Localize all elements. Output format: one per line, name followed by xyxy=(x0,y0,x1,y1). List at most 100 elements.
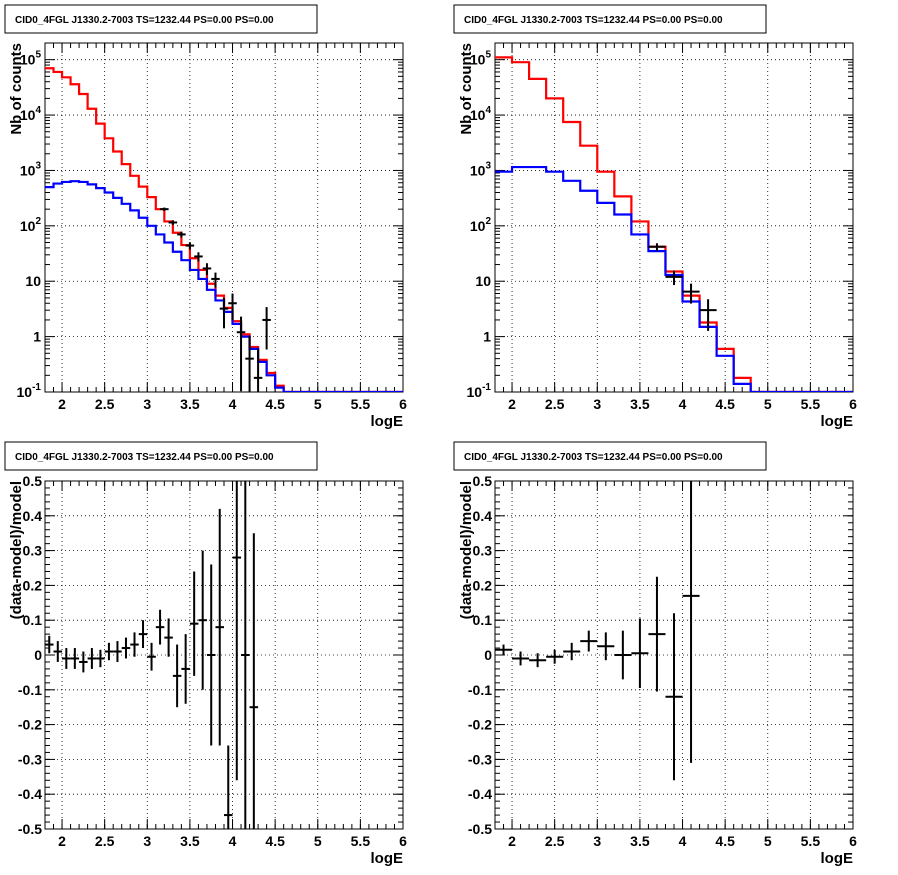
plot-frame xyxy=(494,42,854,393)
x-axis-label: logE xyxy=(371,413,404,430)
title-box xyxy=(4,441,318,471)
chart-panel-top-left: 2 2.5 3 3.5 4 4.5 5 5.5 6 10-1 1 10 102 103 104 105 CID0… xyxy=(4,4,407,430)
x-tick-label: 3 xyxy=(593,833,601,849)
chart-title: CID0_4FGL J1330.2-7003 TS=1232.44 PS=0.0… xyxy=(464,15,723,26)
chart-panel-top-right: 2 2.5 3 3.5 4 4.5 5 5.5 6 10-1 1 10 102 103 104 105 CID0… xyxy=(453,4,857,430)
y-tick-label: 0.3 xyxy=(473,543,493,559)
chart-panel-bottom-left: 2 2.5 3 3.5 4 4.5 5 5.5 6 -0.5 -0.4 -0.3 -0.2 -0.1 0 0.… xyxy=(4,441,407,867)
y-tick-label: 10 xyxy=(475,273,491,289)
y-tick-label: 10-1 xyxy=(467,382,492,400)
x-tick-label: 3.5 xyxy=(180,833,200,849)
x-tick-label: 2.5 xyxy=(545,396,565,412)
x-axis-label: logE xyxy=(821,850,854,867)
plot-area xyxy=(45,481,259,829)
x-tick-label: 6 xyxy=(399,833,407,849)
x-tick-label: 4 xyxy=(679,833,687,849)
y-tick-label: -0.2 xyxy=(468,717,492,733)
x-axis-label: logE xyxy=(821,413,854,430)
x-tick-label: 6 xyxy=(849,396,857,412)
x-tick-label: 6 xyxy=(399,396,407,412)
y-tick-label: -0.2 xyxy=(18,717,42,733)
plot-frame xyxy=(44,42,404,393)
y-tick-label: 0.3 xyxy=(23,543,43,559)
x-tick-label: 5.5 xyxy=(801,833,821,849)
y-tick-label: 1 xyxy=(33,329,41,345)
chart-title: CID0_4FGL J1330.2-7003 TS=1232.44 PS=0.0… xyxy=(464,452,723,463)
x-tick-label: 2.5 xyxy=(545,833,565,849)
title-box xyxy=(453,4,767,34)
y-tick-label: 0 xyxy=(34,647,42,663)
y-tick-label: -0.3 xyxy=(18,751,42,767)
x-tick-label: 2 xyxy=(508,833,516,849)
y-tick-label: 104 xyxy=(470,105,492,123)
x-tick-label: 3 xyxy=(593,396,601,412)
plot-area xyxy=(495,56,853,392)
y-tick-label: 0.5 xyxy=(23,473,43,489)
title-box xyxy=(4,4,318,34)
y-tick-label: 102 xyxy=(20,216,42,234)
y-tick-label: 0.4 xyxy=(23,508,43,524)
x-tick-label: 4 xyxy=(229,833,237,849)
y-axis-label: Nb of counts xyxy=(458,43,475,135)
chart-title: CID0_4FGL J1330.2-7003 TS=1232.44 PS=0.0… xyxy=(15,452,274,463)
x-tick-label: 3 xyxy=(143,396,151,412)
x-tick-label: 4.5 xyxy=(715,396,735,412)
y-tick-label: 0 xyxy=(484,647,492,663)
x-tick-label: 5 xyxy=(314,396,322,412)
x-tick-label: 3 xyxy=(143,833,151,849)
plot-frame xyxy=(44,480,404,830)
y-tick-label: 105 xyxy=(20,50,42,68)
y-tick-label: 105 xyxy=(470,50,492,68)
x-tick-label: 4 xyxy=(679,396,687,412)
y-tick-label: 103 xyxy=(20,160,42,178)
x-tick-label: 2 xyxy=(58,396,66,412)
y-tick-label: 0.2 xyxy=(23,577,43,593)
chart-panel-bottom-right: 2 2.5 3 3.5 4 4.5 5 5.5 6 -0.5 -0.4 -0.3 -0.2 -0.1 0 0.… xyxy=(453,441,857,867)
x-tick-label: 5.5 xyxy=(351,833,371,849)
chart-title: CID0_4FGL J1330.2-7003 TS=1232.44 PS=0.0… xyxy=(15,15,274,26)
y-tick-label: -0.5 xyxy=(18,821,42,837)
x-axis-label: logE xyxy=(371,850,404,867)
x-tick-label: 3.5 xyxy=(630,396,650,412)
y-axis-label: Nb of counts xyxy=(8,43,25,135)
y-tick-label: -0.4 xyxy=(468,786,492,802)
y-tick-label: 0.1 xyxy=(23,612,43,628)
x-tick-label: 5 xyxy=(764,396,772,412)
x-tick-label: 6 xyxy=(849,833,857,849)
x-tick-label: 5 xyxy=(314,833,322,849)
x-tick-label: 2 xyxy=(58,833,66,849)
title-box xyxy=(453,441,767,471)
x-tick-label: 5.5 xyxy=(351,396,371,412)
y-tick-label: 0.1 xyxy=(473,612,493,628)
y-tick-label: -0.1 xyxy=(18,682,42,698)
y-tick-label: 104 xyxy=(20,105,42,123)
model-source-histogram xyxy=(495,165,853,392)
y-tick-label: 10 xyxy=(25,273,41,289)
y-axis-label: (data-model)/model xyxy=(8,481,25,619)
y-tick-label: 0.2 xyxy=(473,577,493,593)
x-tick-label: 5 xyxy=(764,833,772,849)
y-tick-label: -0.3 xyxy=(468,751,492,767)
y-tick-label: 1 xyxy=(483,329,491,345)
plot-area xyxy=(495,481,700,781)
x-tick-label: 2 xyxy=(508,396,516,412)
plot-area xyxy=(45,67,403,392)
x-tick-label: 3.5 xyxy=(630,833,650,849)
y-tick-label: -0.4 xyxy=(18,786,42,802)
x-tick-label: 4.5 xyxy=(265,396,285,412)
y-tick-label: 102 xyxy=(470,216,492,234)
y-axis-label: (data-model)/model xyxy=(458,481,475,619)
y-tick-label: 10-1 xyxy=(17,382,42,400)
x-tick-label: 2.5 xyxy=(95,396,115,412)
x-tick-label: 4 xyxy=(229,396,237,412)
y-tick-label: 0.5 xyxy=(473,473,493,489)
x-tick-label: 2.5 xyxy=(95,833,115,849)
y-tick-label: 103 xyxy=(470,160,492,178)
x-tick-label: 4.5 xyxy=(715,833,735,849)
x-tick-label: 3.5 xyxy=(180,396,200,412)
x-tick-label: 5.5 xyxy=(801,396,821,412)
y-tick-label: 0.4 xyxy=(473,508,493,524)
y-tick-label: -0.5 xyxy=(468,821,492,837)
x-tick-label: 4.5 xyxy=(265,833,285,849)
